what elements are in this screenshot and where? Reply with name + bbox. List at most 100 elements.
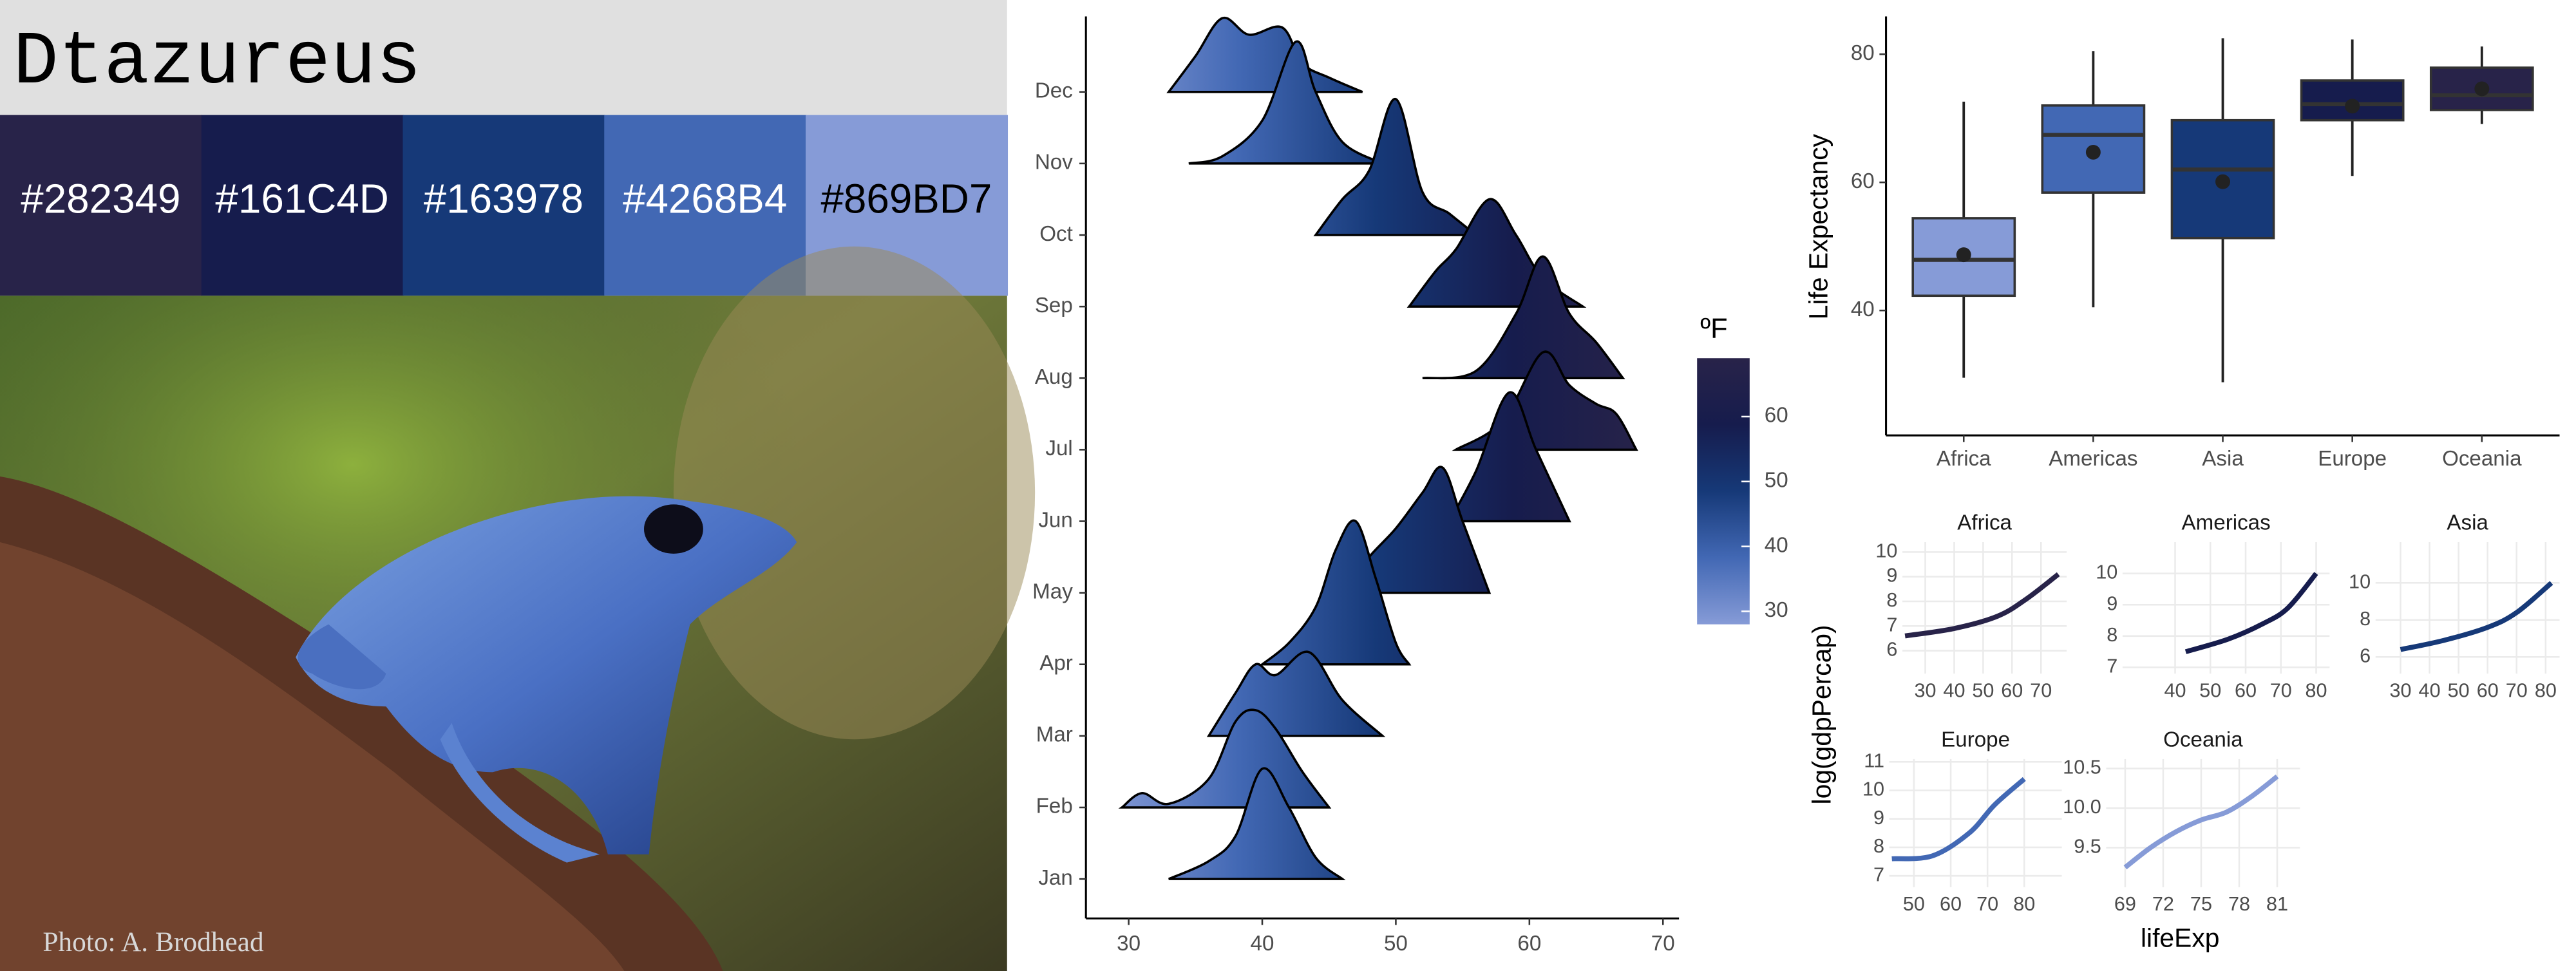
x-tick-label: Europe — [2318, 447, 2387, 471]
ridge — [1188, 40, 1383, 165]
y-tick-label: 80 — [1851, 41, 1875, 65]
x-tick-label: 81 — [2266, 893, 2288, 915]
y-tick-label: 8 — [1886, 589, 1897, 611]
photo-frog-arm — [298, 624, 386, 690]
y-tick-label: 9.5 — [2074, 836, 2101, 858]
trend-line — [2184, 572, 2318, 654]
swatch — [604, 115, 807, 296]
y-tick-label: 11 — [1864, 749, 1884, 771]
y-tick-label: Oct — [1039, 222, 1073, 246]
colorbar — [1697, 358, 1750, 625]
swatch-label: #282349 — [21, 176, 180, 222]
colorbar-title: ºF — [1700, 313, 1727, 344]
x-tick-label: 70 — [2030, 679, 2052, 701]
x-axis-title: lifeExp — [2141, 923, 2219, 952]
y-tick-label: 8 — [2107, 624, 2117, 646]
x-tick-label: 50 — [1972, 679, 1994, 701]
y-tick-label: 8 — [1873, 835, 1884, 857]
x-tick-label: 80 — [2306, 679, 2327, 701]
mean-point — [1956, 247, 1971, 263]
x-tick-label: 50 — [1384, 932, 1408, 956]
x-tick-label: 30 — [1915, 679, 1937, 701]
x-tick-label: Asia — [2202, 447, 2244, 471]
y-tick-label: 60 — [1851, 169, 1875, 193]
y-tick-label: 9 — [1886, 565, 1897, 587]
x-tick-label: 40 — [2419, 679, 2441, 701]
x-tick-label: Africa — [1937, 447, 1991, 471]
x-tick-label: 60 — [2001, 679, 2023, 701]
x-tick-label: 30 — [2390, 679, 2412, 701]
panel-title: Americas — [2182, 511, 2271, 535]
y-tick-label: Jul — [1045, 437, 1072, 460]
photo-frog — [296, 496, 797, 854]
colorbar-tick-label: 30 — [1765, 598, 1788, 622]
x-tick-label: 60 — [2477, 679, 2499, 701]
x-tick-label: 70 — [2270, 679, 2292, 701]
colorbar-tick-label: 60 — [1765, 404, 1788, 428]
photo-branch-texture — [0, 542, 625, 971]
x-tick-label: 80 — [2013, 893, 2035, 915]
ridge — [1447, 391, 1571, 523]
x-tick-label: Oceania — [2442, 447, 2522, 471]
x-tick-label: 70 — [1976, 893, 1998, 915]
x-tick-label: 69 — [2114, 893, 2136, 915]
y-tick-label: Apr — [1039, 652, 1073, 675]
panel-title: Asia — [2447, 511, 2488, 535]
x-tick-label: 50 — [2448, 679, 2470, 701]
mean-point — [2345, 99, 2360, 114]
panel-title: Oceania — [2163, 728, 2243, 752]
trend-line — [2400, 581, 2553, 652]
x-tick-label: 75 — [2190, 893, 2212, 915]
photo-credit: Photo: A. Brodhead — [43, 927, 264, 957]
x-tick-label: 50 — [2199, 679, 2221, 701]
x-tick-label: 70 — [2506, 679, 2528, 701]
y-tick-label: 10.5 — [2063, 757, 2101, 778]
y-tick-label: Sep — [1035, 294, 1073, 317]
y-tick-label: Dec — [1035, 79, 1073, 103]
y-tick-label: Aug — [1035, 365, 1073, 389]
y-tick-label: 6 — [1886, 639, 1897, 661]
y-tick-label: Feb — [1036, 795, 1073, 818]
x-tick-label: 40 — [1943, 679, 1965, 701]
photo: Photo: A. Brodhead — [0, 246, 1036, 971]
y-tick-label: 7 — [1886, 614, 1897, 636]
ridge — [1313, 98, 1479, 236]
swatch-label: #4268B4 — [623, 176, 787, 222]
x-tick-label: 60 — [1940, 893, 1962, 915]
x-tick-label: 50 — [1903, 893, 1925, 915]
x-tick-label: 40 — [2164, 679, 2186, 701]
x-tick-label: 72 — [2152, 893, 2174, 915]
y-tick-label: 40 — [1851, 297, 1875, 321]
colorbar-tick-label: 40 — [1765, 533, 1788, 557]
swatch — [402, 115, 605, 296]
x-tick-label: 70 — [1651, 932, 1675, 956]
y-tick-label: Mar — [1036, 723, 1073, 747]
y-tick-label: 10 — [2349, 570, 2371, 592]
ridge — [1422, 255, 1625, 380]
y-tick-label: 7 — [1873, 863, 1884, 885]
x-tick-label: 60 — [2235, 679, 2257, 701]
colorbar-tick-label: 50 — [1765, 469, 1788, 493]
ridge — [1168, 767, 1346, 880]
y-tick-label: 7 — [2107, 655, 2117, 677]
trend-line — [1904, 572, 2060, 639]
photo-bokeh — [673, 246, 1036, 740]
y-tick-label: Nov — [1035, 151, 1073, 174]
ridge — [1258, 519, 1412, 666]
y-tick-label: May — [1032, 580, 1073, 603]
mean-point — [2474, 81, 2490, 97]
y-tick-label: 9 — [1873, 807, 1884, 829]
swatch-label: #869BD7 — [820, 176, 992, 222]
y-tick-label: 6 — [2360, 645, 2371, 666]
ridge — [1166, 16, 1363, 93]
x-tick-label: 30 — [1117, 932, 1141, 956]
trend-line — [2123, 774, 2279, 870]
photo-frog-leg — [440, 722, 600, 863]
y-tick-label: 10 — [1862, 778, 1884, 800]
y-tick-label: 9 — [2107, 592, 2117, 614]
x-tick-label: 60 — [1517, 932, 1541, 956]
swatch-label: #161C4D — [215, 176, 388, 222]
x-tick-label: 40 — [1251, 932, 1274, 956]
